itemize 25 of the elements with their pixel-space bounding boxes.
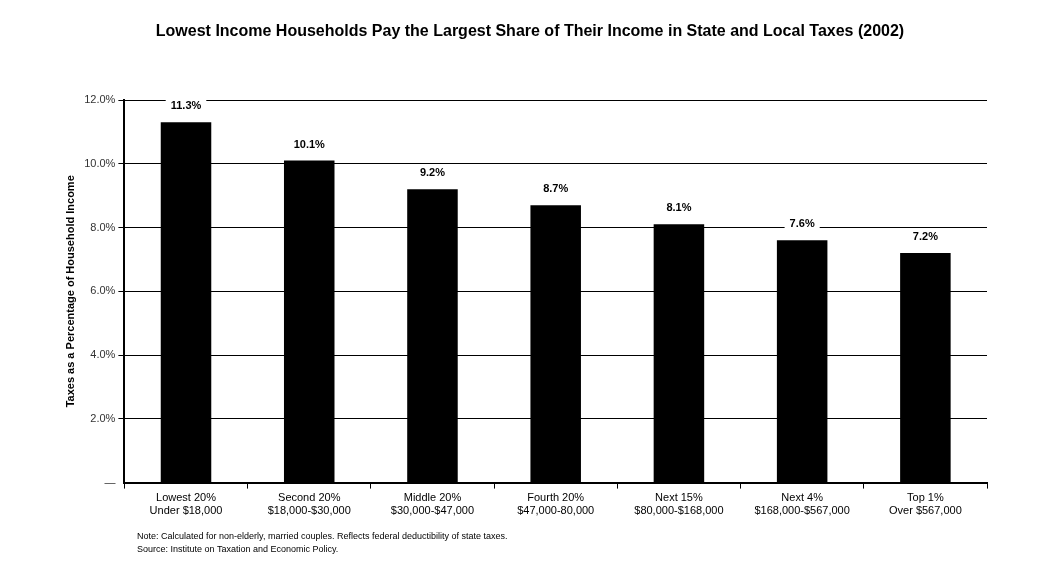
data-label: 9.2% bbox=[419, 166, 446, 179]
x-tick-label: Next 4% $168,000-$567,000 bbox=[754, 491, 850, 517]
x-tick-label: Lowest 20% Under $18,000 bbox=[149, 491, 223, 517]
x-tick-label: Top 1% Over $567,000 bbox=[888, 491, 962, 517]
y-axis-title: Taxes as a Percentage of Household Income bbox=[63, 175, 76, 408]
y-tick-label: 6.0% bbox=[90, 284, 116, 297]
data-label: 7.2% bbox=[912, 230, 939, 243]
source-note: Source: Institute on Taxation and Economic Policy. bbox=[137, 543, 340, 556]
data-label: 8.7% bbox=[543, 182, 569, 195]
chart-title: Lowest Income Households Pay the Largest Share of Their Income in State and Local Taxes (2002) bbox=[154, 21, 906, 41]
x-tick-label: Middle 20% $30,000-$47,000 bbox=[390, 491, 475, 517]
data-label: 11.3% bbox=[170, 99, 202, 112]
text: Note: Calculated for non-elderly, married couples. Reflects federal deductibility of state taxes. bbox=[137, 530, 508, 543]
y-tick-label: 2.0% bbox=[90, 411, 116, 424]
data-label: 10.1% bbox=[293, 137, 326, 150]
data-label: 7.6% bbox=[789, 217, 815, 230]
x-tick-label: Fourth 20% $47,000-80,000 bbox=[517, 491, 595, 517]
data-label: 8.1% bbox=[666, 201, 692, 214]
y-tick-label: 12.0% bbox=[84, 93, 116, 106]
y-tick-label: 4.0% bbox=[90, 348, 116, 361]
y-tick-label: — bbox=[104, 475, 116, 488]
x-tick-label: Next 15% $80,000-$168,000 bbox=[634, 491, 724, 517]
y-tick-label: 10.0% bbox=[84, 156, 116, 169]
y-tick-label: 8.0% bbox=[90, 220, 116, 233]
x-tick-label: Second 20% $18,000-$30,000 bbox=[267, 491, 351, 517]
